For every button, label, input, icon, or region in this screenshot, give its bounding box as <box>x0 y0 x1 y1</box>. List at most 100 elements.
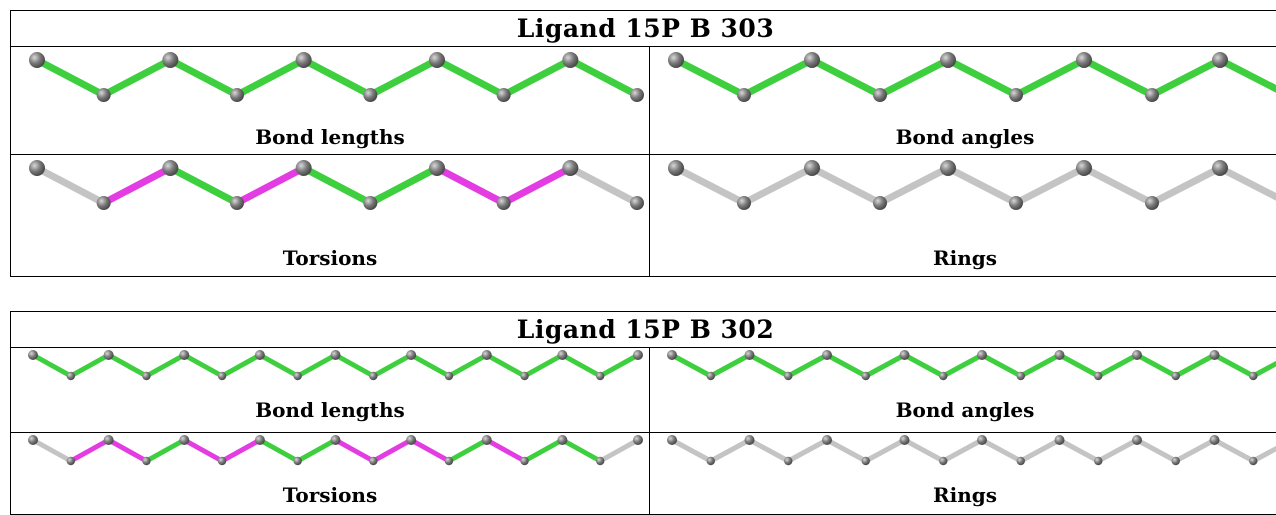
atom <box>406 435 417 445</box>
atom <box>861 371 870 381</box>
atom <box>595 456 605 466</box>
bond <box>597 352 641 379</box>
atom <box>96 196 111 210</box>
ligand-table-302: Ligand 15P B 302 Bond lengths Bond angle… <box>10 311 1276 515</box>
bond <box>672 56 748 99</box>
bond <box>940 352 985 379</box>
atom <box>940 52 956 68</box>
bond <box>181 437 225 464</box>
panel-bond-lengths: Bond lengths <box>11 348 650 432</box>
molecule-diagram <box>29 52 644 102</box>
atom <box>1016 456 1025 466</box>
atom <box>977 435 987 445</box>
atom <box>784 371 793 381</box>
panel-bond-angles: Bond angles <box>650 348 1276 432</box>
bond <box>708 352 752 379</box>
atom <box>744 350 755 360</box>
bond <box>500 164 574 207</box>
atom <box>29 52 45 68</box>
panel-caption: Bond lengths <box>255 125 405 149</box>
bond <box>1134 437 1179 464</box>
bond <box>1148 164 1224 207</box>
bond <box>522 437 565 464</box>
atom <box>66 371 76 381</box>
bond <box>944 56 1020 99</box>
panel-caption: Torsions <box>282 246 378 270</box>
panel-caption: Torsions <box>282 483 378 507</box>
bond <box>1216 164 1276 201</box>
atom <box>1209 350 1220 360</box>
bond <box>979 352 1024 379</box>
atom <box>369 456 378 466</box>
atom <box>520 456 529 466</box>
atom <box>293 456 302 466</box>
panel-caption: Bond lengths <box>255 398 405 422</box>
atom <box>481 350 492 360</box>
bond <box>1212 352 1256 379</box>
atom <box>66 456 76 466</box>
atom <box>254 435 265 445</box>
atom <box>1076 160 1092 176</box>
atom <box>899 350 910 360</box>
atom <box>1145 196 1159 210</box>
bond <box>408 352 452 379</box>
bond <box>500 56 574 99</box>
atom <box>1076 52 1092 68</box>
bond <box>1148 56 1224 99</box>
bond <box>333 352 376 379</box>
panel-bond-lengths: Bond lengths <box>11 47 650 154</box>
atom <box>96 88 111 102</box>
bond <box>1095 437 1140 464</box>
panel-caption: Rings <box>932 483 997 507</box>
bond <box>484 352 528 379</box>
atom <box>295 52 312 68</box>
bond <box>366 56 441 99</box>
bond <box>740 56 816 99</box>
molecule-diagram <box>668 52 1276 102</box>
bond <box>944 164 1020 207</box>
atom <box>330 435 341 445</box>
bond <box>747 352 791 379</box>
bond <box>106 352 149 379</box>
atom <box>557 435 568 445</box>
atom <box>668 160 684 176</box>
bond <box>940 437 985 464</box>
bond <box>300 56 374 99</box>
panel-caption: Bond angles <box>895 125 1035 149</box>
atom <box>481 435 492 445</box>
atom <box>1171 456 1180 466</box>
atom <box>784 456 793 466</box>
atom <box>706 371 715 381</box>
atom <box>142 371 151 381</box>
bond <box>295 437 338 464</box>
atom <box>363 196 378 210</box>
panel-row: Torsions Rings <box>11 432 1276 514</box>
atom <box>330 350 341 360</box>
bond <box>1018 352 1062 379</box>
atom <box>737 88 751 102</box>
molecule-diagram <box>667 435 1276 466</box>
atom <box>496 88 511 102</box>
bond <box>484 437 528 464</box>
bond <box>1080 164 1156 207</box>
bond <box>902 352 946 379</box>
panel-torsions: Torsions <box>11 155 650 276</box>
bond <box>333 437 376 464</box>
atom <box>429 52 445 68</box>
bond <box>669 437 714 464</box>
bond <box>566 164 641 207</box>
bond <box>68 352 112 379</box>
bond <box>559 437 603 464</box>
bond <box>295 352 338 379</box>
bond <box>740 164 816 207</box>
atom <box>1171 371 1180 381</box>
atom <box>562 160 579 176</box>
bond <box>808 56 884 99</box>
atom <box>179 435 190 445</box>
atom <box>899 435 910 445</box>
bond <box>370 352 414 379</box>
atom <box>706 456 715 466</box>
bond <box>30 437 74 464</box>
atom <box>1249 371 1258 381</box>
atom <box>977 350 987 360</box>
